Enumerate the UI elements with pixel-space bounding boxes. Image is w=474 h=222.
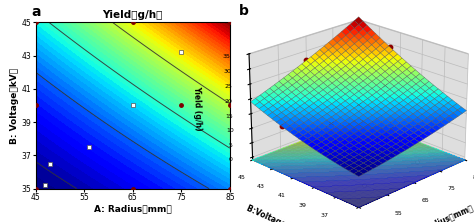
Text: a: a — [32, 5, 41, 19]
Y-axis label: B:Voltage (kV): B:Voltage (kV) — [245, 204, 306, 222]
Title: Yield（g/h）: Yield（g/h） — [102, 10, 163, 20]
X-axis label: A: Radius（mm）: A: Radius（mm） — [410, 204, 474, 222]
X-axis label: A: Radius（mm）: A: Radius（mm） — [94, 205, 172, 214]
Y-axis label: B: Voltage（kV）: B: Voltage（kV） — [10, 67, 19, 143]
Text: b: b — [239, 4, 249, 18]
